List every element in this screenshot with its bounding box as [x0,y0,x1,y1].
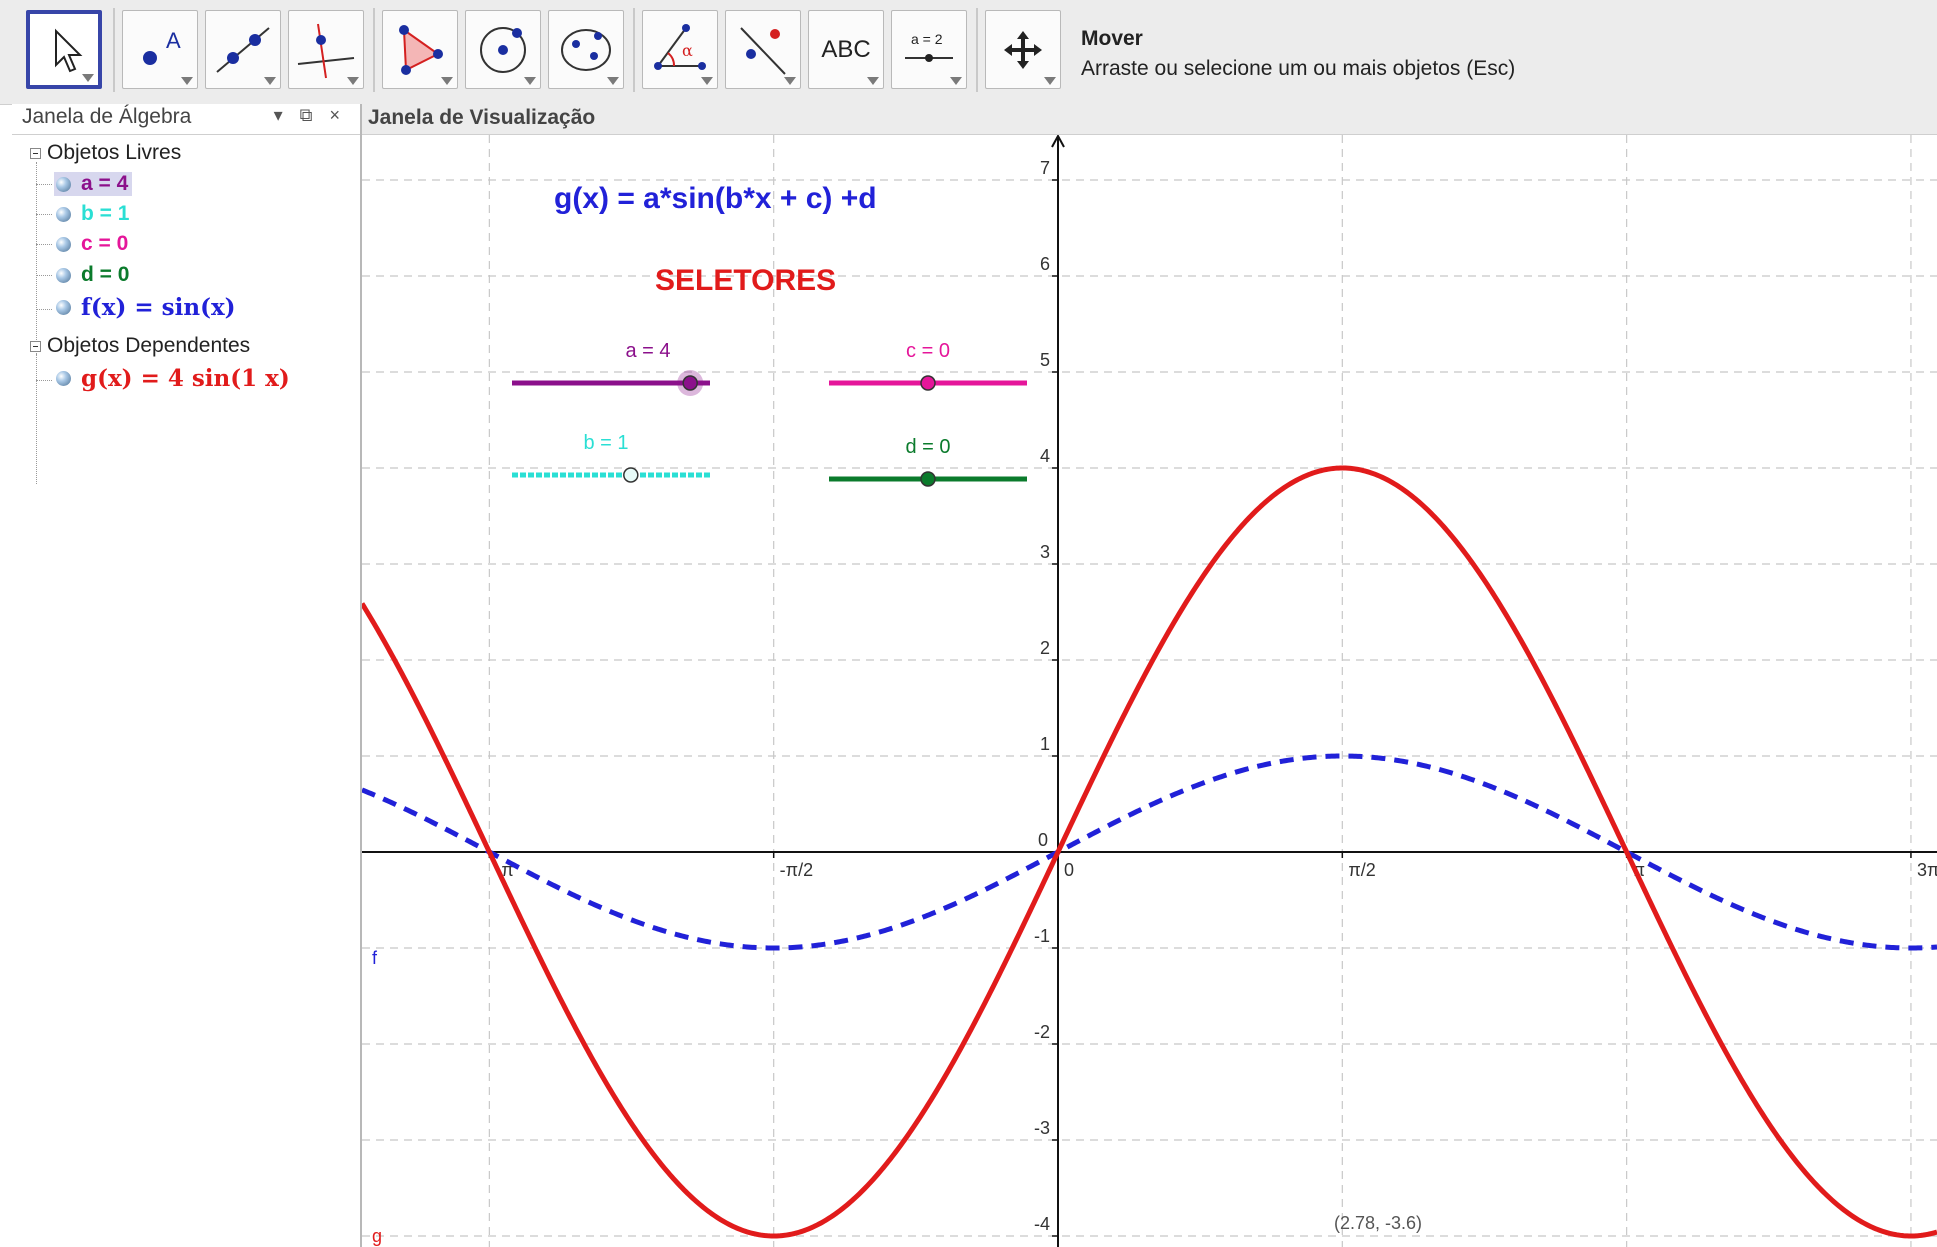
y-tick-label: 0 [1038,830,1048,850]
y-tick-label: 2 [1040,638,1050,658]
toolbar: A [0,0,1937,105]
slider-label-a: a = 4 [625,340,670,362]
slider-label-c: c = 0 [906,340,950,362]
collapse-icon[interactable] [30,340,41,352]
slider-a[interactable]: a = 4 [512,340,710,396]
angle-tool-button[interactable]: α [642,10,718,89]
formula-text[interactable]: g(x) = a*sin(b*x + c) +d [554,182,877,215]
slider-label-d: d = 0 [905,436,950,458]
tool-info: Mover Arraste ou selecione um ou mais ob… [1081,27,1515,81]
polygon-icon [399,24,443,75]
algebra-item-g[interactable]: g(x) = 4 sin(1 x) [56,365,290,392]
line-two-points-icon [216,26,270,73]
algebra-panel: Janela de Álgebra ▾ ⧉ × Objetos Livres a… [12,104,362,1247]
circle-tool-button[interactable] [465,10,541,89]
y-tick-label: -4 [1034,1214,1050,1234]
slider-c[interactable]: c = 0 [829,340,1027,391]
y-tick-label: -3 [1034,1118,1050,1138]
svg-text:A: A [166,28,181,53]
seletores-title[interactable]: SELETORES [655,264,836,297]
grid [362,135,1937,1247]
y-tick-label: -1 [1034,926,1050,946]
collapse-icon[interactable] [30,147,41,159]
slider-knob-b[interactable] [623,467,639,483]
active-tool-name: Mover [1081,27,1143,50]
slider-icon: a = 2 [905,31,953,62]
y-tick-label: 5 [1040,350,1050,370]
x-tick-label: -π/2 [780,860,813,880]
slider-label-b: b = 1 [583,432,628,454]
point-tool-button[interactable]: A [122,10,198,89]
curves [362,465,1937,1239]
curve-label-g: g [372,1226,382,1246]
move-graphics-view-icon [1004,30,1042,69]
free-objects-title: Objetos Livres [47,141,182,164]
text-tool-button[interactable]: ABC [808,10,884,89]
algebra-item-a[interactable]: a = 4 [54,172,133,196]
ellipse-icon [561,28,611,71]
visibility-ball-icon[interactable] [56,236,71,252]
algebra-item-d[interactable]: d = 0 [56,263,129,287]
polygon-tool-button[interactable] [382,10,458,89]
graphics-panel-title: Janela de Visualização [368,106,596,129]
pointer-arrow-icon [55,28,83,72]
angle-alpha-icon: α [654,23,706,70]
reflect-tool-button[interactable] [725,10,801,89]
svg-text:α: α [682,41,693,60]
visibility-ball-icon[interactable] [56,371,71,386]
dependent-objects-title: Objetos Dependentes [47,334,251,357]
y-tick-label: 4 [1040,446,1050,466]
reflect-line-icon [740,26,786,75]
visibility-ball-icon[interactable] [56,176,71,192]
y-tick-label: 3 [1040,542,1050,562]
y-tick-label: -2 [1034,1022,1050,1042]
perpendicular-line-icon [297,23,355,78]
point-a-icon: A [143,28,181,65]
coordinate-readout: (2.78, -3.6) [1334,1213,1422,1233]
visibility-ball-icon[interactable] [56,300,71,315]
x-tick-label: 0 [1064,860,1074,880]
ellipse-tool-button[interactable] [548,10,624,89]
visibility-ball-icon[interactable] [56,206,71,222]
perpendicular-tool-button[interactable] [288,10,364,89]
move-tool-button[interactable] [26,10,102,89]
curve-g[interactable] [362,465,1937,1239]
slider-tool-button[interactable]: a = 2 [891,10,967,89]
line-tool-button[interactable] [205,10,281,89]
dependent-objects-node[interactable]: Objetos Dependentes [30,334,250,358]
y-tick-label: 6 [1040,254,1050,274]
abc-text-icon: ABC [821,35,871,63]
graphics-panel-header: Janela de Visualização [362,104,1937,135]
sliders: a = 4 b = 1 c = 0 d = 0 [512,340,1027,487]
slider-b[interactable]: b = 1 [512,432,710,483]
circle-center-icon [480,26,526,73]
curve-f[interactable] [362,753,1937,951]
x-tick-label: π/2 [1348,860,1375,880]
slider-d[interactable]: d = 0 [829,436,1027,487]
algebra-item-b[interactable]: b = 1 [56,202,129,226]
visibility-ball-icon[interactable] [56,267,71,283]
slider-knob-c[interactable] [920,375,936,391]
algebra-panel-header: Janela de Álgebra ▾ ⧉ × [12,104,360,135]
y-tick-label: 1 [1040,734,1050,754]
y-axis-arrow [1051,135,1065,148]
svg-text:a = 2: a = 2 [911,31,943,47]
curve-label-f: f [372,948,378,968]
slider-knob-d[interactable] [920,471,936,487]
algebra-item-c[interactable]: c = 0 [56,232,128,256]
algebra-panel-title: Janela de Álgebra [22,105,192,128]
slider-knob-a[interactable] [682,375,698,391]
y-tick-label: 7 [1040,158,1050,178]
move-view-tool-button[interactable] [985,10,1061,89]
free-objects-node[interactable]: Objetos Livres [30,141,181,165]
algebra-panel-controls[interactable]: ▾ ⧉ × [273,105,346,125]
x-tick-label: 3π/2 [1917,860,1937,880]
algebra-item-f[interactable]: f(x) = sin(x) [56,294,236,321]
active-tool-description: Arraste ou selecione um ou mais objetos … [1081,57,1516,80]
